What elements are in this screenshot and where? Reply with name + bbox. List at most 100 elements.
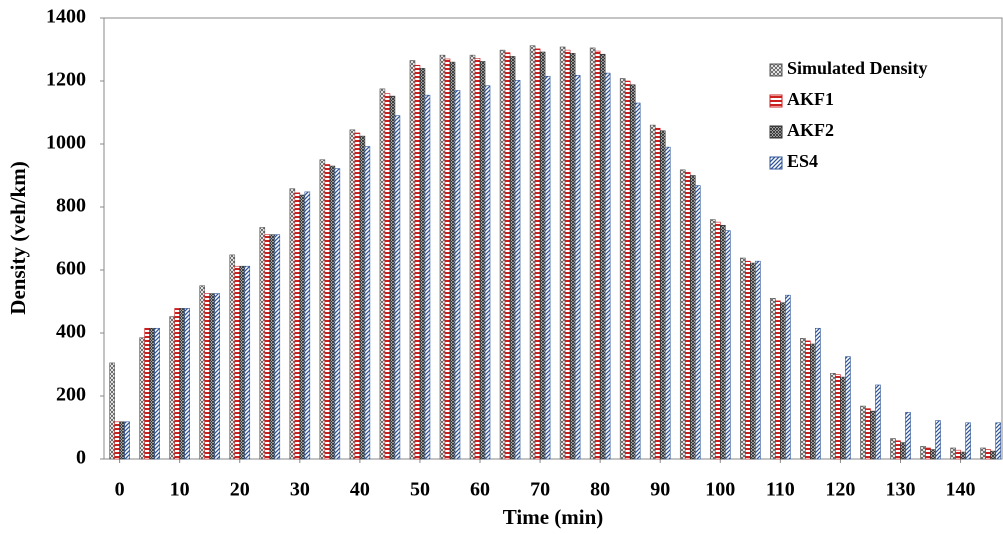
bar <box>875 384 881 460</box>
bar <box>149 327 155 460</box>
bar <box>324 164 331 460</box>
bar <box>755 260 761 460</box>
bar <box>740 257 746 460</box>
bar <box>930 449 936 460</box>
bar <box>745 260 751 460</box>
x-tick-label: 30 <box>290 479 310 501</box>
x-tick-label: 140 <box>946 479 976 501</box>
legend-label: Simulated Density <box>787 58 928 78</box>
bar <box>905 412 911 460</box>
bar <box>594 50 601 460</box>
bar <box>599 53 606 460</box>
bar <box>234 265 241 460</box>
bar <box>509 56 516 460</box>
bar <box>770 298 776 460</box>
bar <box>815 327 821 460</box>
legend-swatch <box>769 94 783 108</box>
bar <box>559 46 566 460</box>
bar <box>174 308 180 460</box>
bar <box>444 58 451 460</box>
bar <box>709 219 716 460</box>
bar <box>169 316 175 460</box>
legend-swatch <box>769 125 783 139</box>
bar <box>479 61 486 460</box>
bar <box>304 191 311 460</box>
bar <box>364 146 371 460</box>
legend-label: ES4 <box>787 151 818 171</box>
bar <box>534 48 541 460</box>
bar <box>319 159 326 460</box>
y-tick-label: 200 <box>56 384 86 406</box>
bar <box>274 234 281 460</box>
bar <box>154 327 160 460</box>
bar <box>870 410 876 460</box>
bar <box>679 169 686 460</box>
bar <box>229 254 236 460</box>
bar <box>349 129 356 460</box>
y-tick-label: 0 <box>76 447 86 469</box>
y-axis-title: Density (veh/km) <box>6 161 30 314</box>
bar <box>629 84 636 460</box>
bar <box>684 172 691 460</box>
bar <box>449 61 456 460</box>
bar <box>955 449 961 460</box>
bar <box>209 293 216 460</box>
bar <box>334 168 341 460</box>
legend-label: AKF1 <box>787 89 834 109</box>
bar <box>409 60 416 460</box>
bar <box>649 124 656 460</box>
bar <box>199 285 206 460</box>
bar <box>514 80 521 460</box>
bar <box>634 102 641 460</box>
y-tick-label: 1000 <box>46 132 86 154</box>
bar <box>544 75 551 460</box>
bar <box>800 338 806 460</box>
bar <box>624 80 631 460</box>
bar <box>714 221 721 460</box>
bar <box>529 45 536 460</box>
y-tick-label: 600 <box>56 258 86 280</box>
y-tick-label: 1200 <box>46 69 86 91</box>
bar <box>569 52 576 460</box>
bar <box>895 440 901 460</box>
bar <box>925 447 931 460</box>
bar <box>239 265 246 460</box>
bar <box>294 192 301 460</box>
bar <box>865 408 871 460</box>
bar <box>840 376 846 460</box>
y-tick-label: 400 <box>56 321 86 343</box>
bar <box>269 234 276 460</box>
bar <box>299 194 306 460</box>
x-tick-label: 130 <box>885 479 915 501</box>
x-tick-label: 50 <box>410 479 430 501</box>
bar <box>539 51 546 460</box>
bar <box>184 308 190 460</box>
bar <box>750 262 756 460</box>
bar <box>995 422 1001 460</box>
bar <box>389 95 396 460</box>
bar <box>484 85 491 460</box>
bar <box>379 88 386 460</box>
bar <box>114 421 120 460</box>
bar <box>384 93 391 460</box>
bar <box>985 449 991 460</box>
bar <box>654 127 661 460</box>
bar <box>810 343 816 460</box>
bar <box>900 442 906 460</box>
bar <box>439 54 446 460</box>
bar <box>359 135 366 460</box>
x-tick-label: 0 <box>115 479 125 501</box>
x-tick-label: 90 <box>650 479 670 501</box>
x-axis-title: Time (min) <box>503 505 604 529</box>
bar <box>204 293 211 460</box>
y-tick-label: 1400 <box>46 6 86 28</box>
bar <box>960 451 966 460</box>
legend-swatch <box>769 63 783 77</box>
legend-swatch <box>769 156 783 170</box>
bar <box>935 420 941 460</box>
bar <box>119 421 125 460</box>
bar <box>264 234 271 460</box>
x-tick-label: 70 <box>530 479 550 501</box>
bar <box>499 49 506 460</box>
